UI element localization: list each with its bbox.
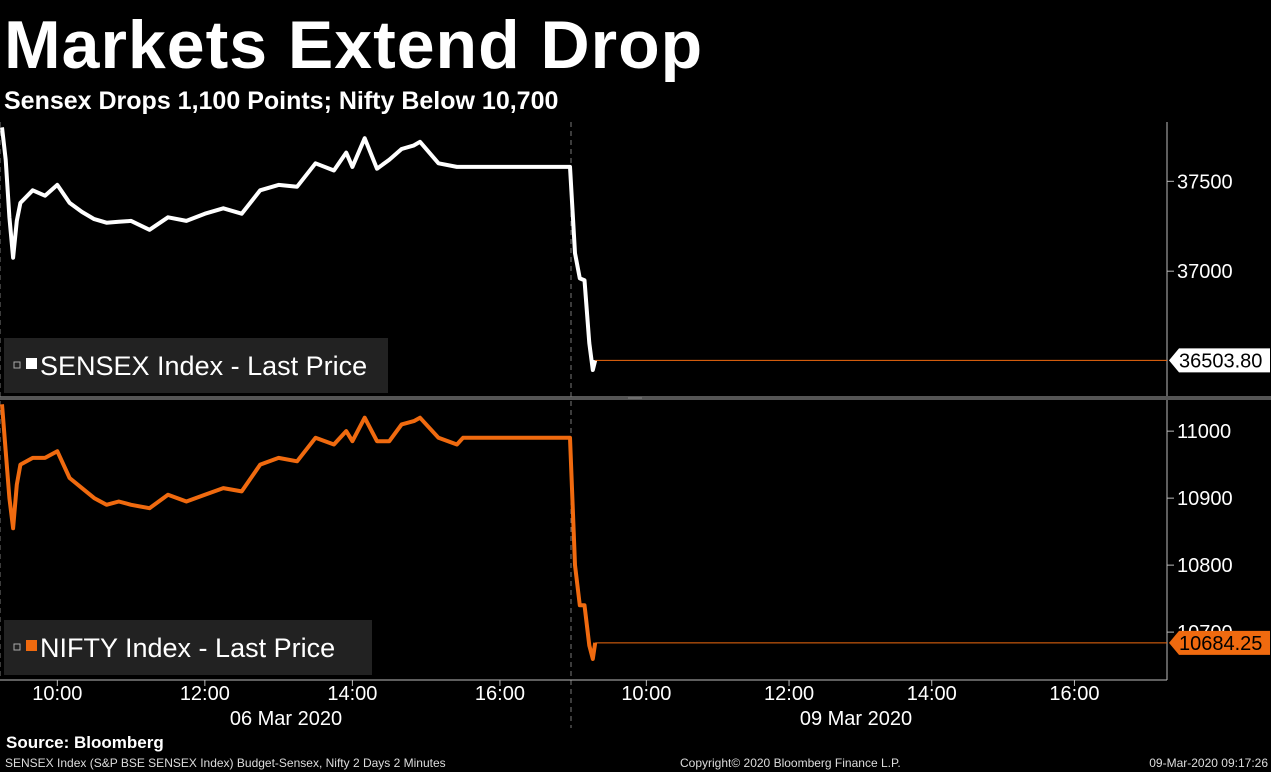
x-tick-label: 10:00 [621,683,671,705]
nifty-legend-toggle-icon[interactable] [13,643,21,651]
x-tick-label: 12:00 [180,683,230,705]
x-tick-label: 14:00 [907,683,957,705]
sensex-legend-swatch [26,358,37,369]
x-tick-label: 10:00 [32,683,82,705]
x-tick-label: 16:00 [1049,683,1099,705]
source-note: Source: Bloomberg [6,733,164,752]
chart-subtitle: Sensex Drops 1,100 Points; Nifty Below 1… [4,87,559,115]
footer-description: SENSEX Index (S&P BSE SENSEX Index) Budg… [5,756,446,770]
sensex-line [0,127,598,372]
sensex-last-value-tag [1169,348,1270,373]
sensex-last-value-label: 36503.80 [1179,350,1262,372]
nifty-legend-box [4,620,372,675]
nifty-y-tick-label: 10800 [1177,555,1233,577]
x-date-label: 06 Mar 2020 [230,708,342,730]
nifty-legend-label: NIFTY Index - Last Price [40,633,335,663]
nifty-line [0,404,598,661]
nifty-legend-swatch [26,640,37,651]
footer-copyright: Copyright© 2020 Bloomberg Finance L.P. [680,756,901,770]
sensex-y-tick-label: 37500 [1177,171,1233,193]
sensex-y-tick-label: 37000 [1177,261,1233,283]
chart-title: Markets Extend Drop [4,7,704,83]
nifty-y-tick-label: 11000 [1177,421,1231,443]
x-tick-label: 16:00 [475,683,525,705]
sensex-legend-toggle-icon[interactable] [13,361,21,369]
footer-timestamp: 09-Mar-2020 09:17:26 [1149,756,1268,770]
sensex-legend-box [4,338,388,393]
nifty-last-value-tag [1169,630,1270,655]
sensex-legend-label: SENSEX Index - Last Price [40,351,367,381]
nifty-last-value-label: 10684.25 [1179,633,1262,655]
x-tick-label: 12:00 [764,683,814,705]
x-tick-label: 14:00 [327,683,377,705]
nifty-y-tick-label: 10900 [1177,488,1233,510]
x-date-label: 09 Mar 2020 [800,708,912,730]
